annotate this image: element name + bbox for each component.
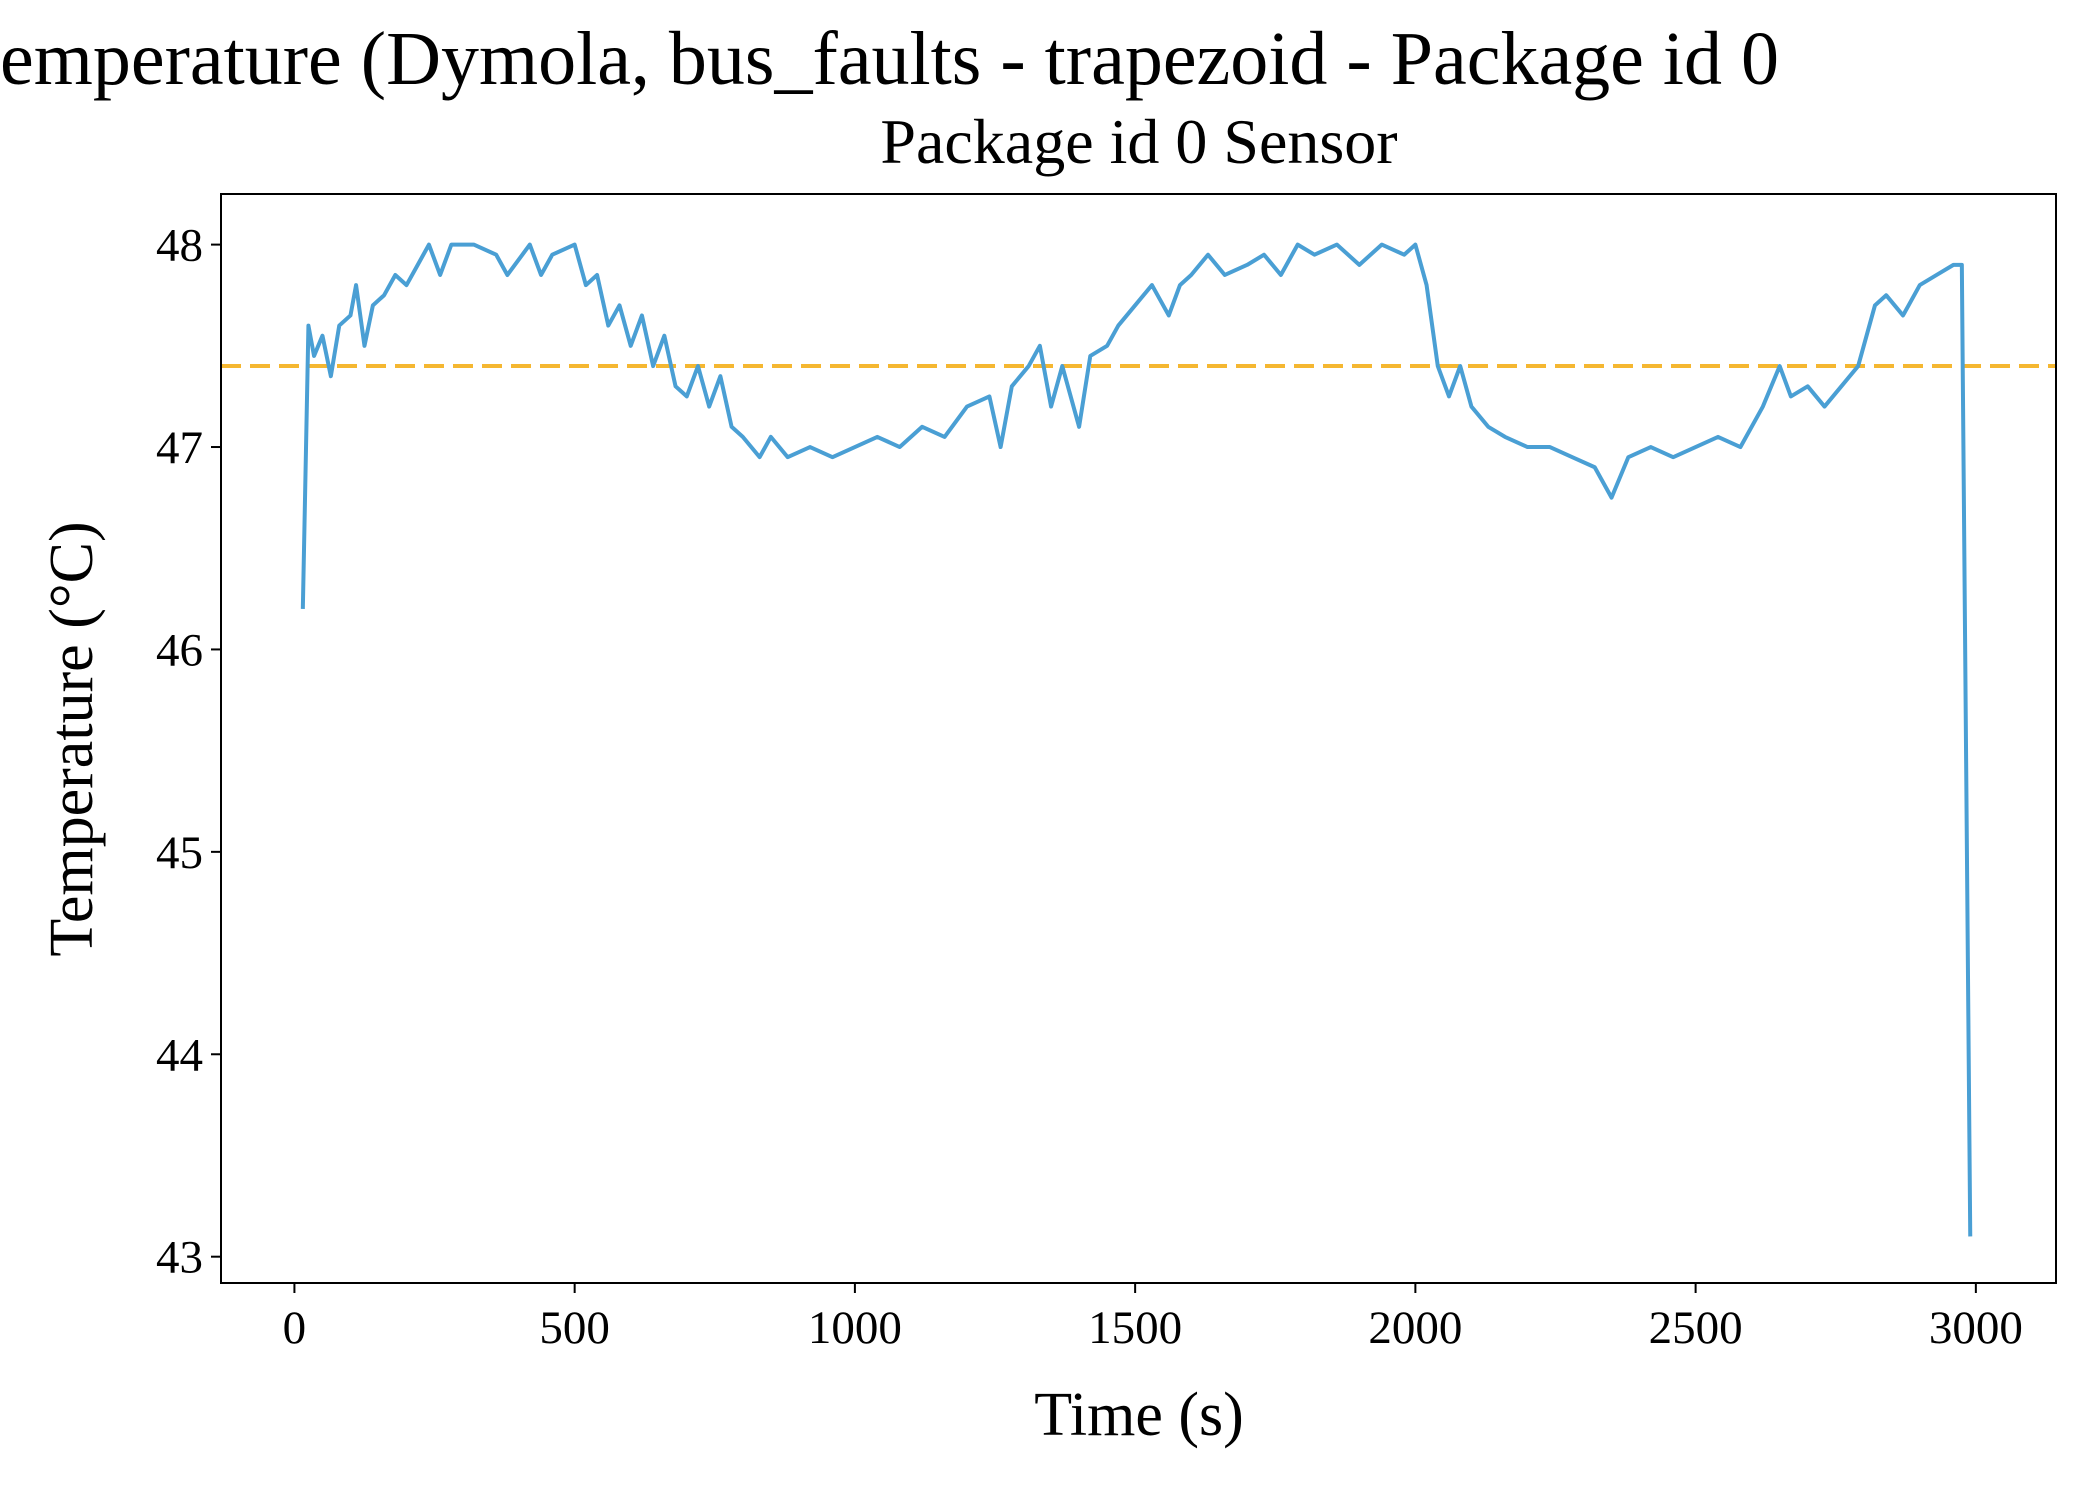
x-tick-label: 0	[283, 1302, 307, 1354]
y-tick-label: 46	[156, 624, 203, 676]
x-axis-label: Time (s)	[1034, 1381, 1244, 1449]
chart-title: emperature (Dymola, bus_faults - trapezo…	[0, 17, 1779, 101]
x-tick-label: 2500	[1649, 1302, 1743, 1354]
chart-subtitle: Package id 0 Sensor	[880, 106, 1397, 177]
plot-frame	[220, 193, 2057, 1284]
y-tick-label: 45	[156, 827, 203, 879]
x-tick-label: 3000	[1929, 1302, 2023, 1354]
x-tick-label: 2000	[1368, 1302, 1462, 1354]
x-tick-label: 1500	[1088, 1302, 1182, 1354]
data-line	[300, 242, 1973, 1237]
y-tick-label: 43	[156, 1232, 203, 1284]
y-axis-label: Temperature (°C)	[38, 521, 106, 956]
x-tick-label: 1000	[808, 1302, 902, 1354]
y-tick-label: 44	[156, 1029, 203, 1081]
x-tick-label: 500	[539, 1302, 610, 1354]
y-tick-label: 47	[156, 422, 203, 474]
y-tick-label: 48	[156, 220, 203, 272]
